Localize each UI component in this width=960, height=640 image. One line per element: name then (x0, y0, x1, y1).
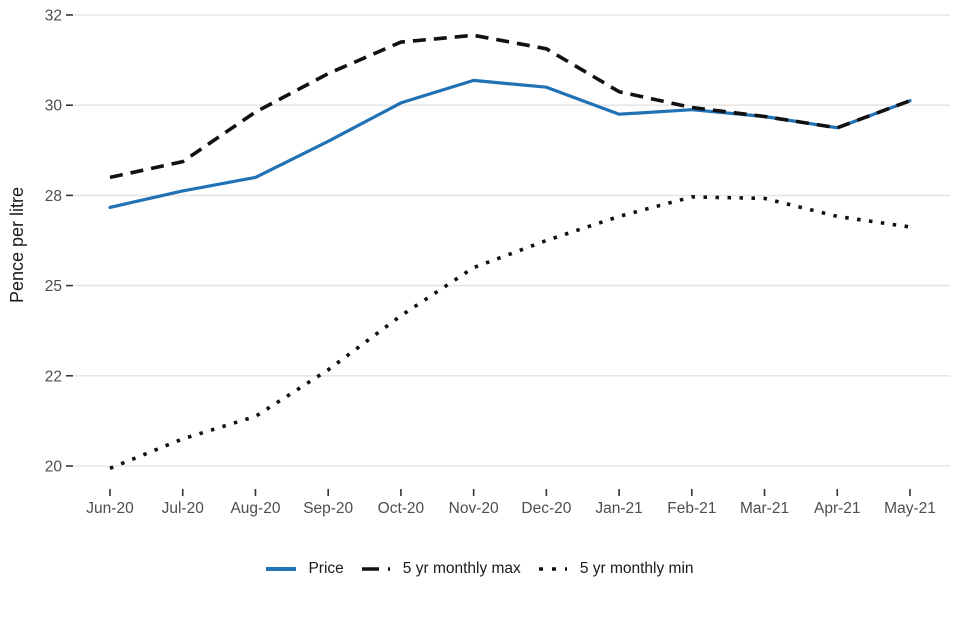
x-tick-label: Nov-20 (449, 500, 499, 517)
legend-label-min: 5 yr monthly min (579, 560, 694, 577)
legend-item-max: 5 yr monthly max (361, 560, 521, 578)
y-tick-label: 20 (45, 459, 63, 476)
series-line-price (108, 78, 912, 209)
x-tick-label: May-21 (884, 500, 936, 517)
y-tick-label: 30 (45, 98, 63, 115)
line-chart-canvas: 20 22 25 28 30 32 Jun-20 Jul-20 Aug-20 Sep-20 Oct… (7, 8, 950, 517)
legend-item-min: 5 yr monthly min (538, 560, 694, 578)
x-tick-label: Apr-21 (814, 500, 861, 517)
series-line-5-yr-monthly-min (109, 195, 911, 470)
x-tick-label: Feb-21 (667, 500, 716, 517)
solid-line-swatch-icon (266, 567, 297, 571)
legend-item-price: Price (266, 560, 344, 578)
dashed-line-swatch-icon (361, 567, 390, 571)
x-tick-label: Dec-20 (521, 500, 571, 517)
y-tick-label: 25 (45, 278, 62, 295)
x-tick-label: Mar-21 (740, 500, 789, 517)
y-axis-ticks: 20 22 25 28 30 32 (45, 8, 73, 476)
legend-label-price: Price (308, 560, 344, 577)
x-tick-label: Oct-20 (378, 500, 425, 517)
legend: Price 5 yr monthly max 5 yr monthly min (0, 560, 960, 578)
series-line-5-yr-monthly-max (109, 33, 911, 180)
x-tick-label: Aug-20 (230, 500, 280, 517)
x-tick-label: Jan-21 (595, 500, 642, 517)
dotted-line-swatch-icon (538, 567, 567, 571)
y-axis-title: Pence per litre (7, 187, 27, 303)
y-tick-label: 32 (45, 8, 62, 25)
x-tick-label: Jul-20 (162, 500, 205, 517)
gridlines (74, 14, 950, 467)
y-tick-label: 28 (45, 188, 62, 205)
series-lines (108, 33, 912, 470)
y-tick-label: 22 (45, 368, 62, 385)
x-tick-label: Jun-20 (86, 500, 134, 517)
legend-label-max: 5 yr monthly max (402, 560, 521, 577)
x-axis-ticks: Jun-20 Jul-20 Aug-20 Sep-20 Oct-20 Nov-20 Dec-… (86, 489, 936, 517)
x-tick-label: Sep-20 (303, 500, 353, 517)
